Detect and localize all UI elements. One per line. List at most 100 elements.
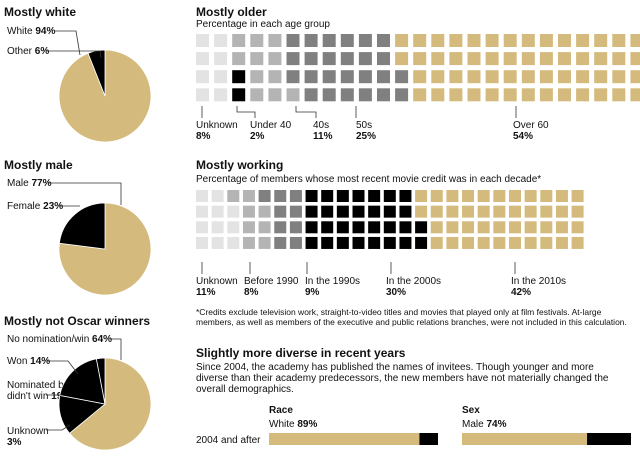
working-square-3-24 bbox=[399, 236, 412, 249]
older-square-4-48 bbox=[612, 52, 626, 66]
older-square-4-19 bbox=[485, 70, 499, 84]
working-square-4-17 bbox=[477, 190, 490, 202]
older-square-2-0 bbox=[232, 52, 246, 66]
working-square-0-8 bbox=[227, 236, 240, 249]
older-square-3-20 bbox=[377, 70, 390, 84]
older-square-4-20 bbox=[485, 52, 499, 66]
working-square-3-23 bbox=[383, 190, 396, 202]
working-square-4-23 bbox=[509, 221, 521, 234]
older-square-4-25 bbox=[503, 34, 517, 47]
older-square-4-7 bbox=[431, 70, 445, 84]
working-square-4-40 bbox=[571, 205, 584, 218]
older-square-4-6 bbox=[431, 88, 445, 102]
older-square-4-35 bbox=[558, 70, 571, 84]
working-square-2-3 bbox=[274, 205, 287, 218]
working-square-2-4 bbox=[274, 190, 287, 202]
working-square-0-3 bbox=[196, 190, 208, 202]
older-square-4-15 bbox=[467, 70, 481, 84]
older-square-4-46 bbox=[612, 88, 626, 102]
working-square-2-5 bbox=[289, 236, 302, 249]
working-square-3-1 bbox=[305, 221, 318, 234]
working-square-3-26 bbox=[399, 205, 412, 218]
working-square-0-6 bbox=[211, 205, 224, 218]
older-square-4-49 bbox=[612, 34, 626, 47]
older-square-3-17 bbox=[358, 52, 372, 66]
older-square-3-3 bbox=[304, 88, 318, 102]
sex-label: Male 74% bbox=[462, 419, 507, 430]
older-square-0-3 bbox=[196, 34, 209, 47]
older-square-4-3 bbox=[413, 70, 427, 84]
older-square-3-6 bbox=[304, 34, 318, 47]
older-square-4-44 bbox=[594, 52, 608, 66]
working-square-0-4 bbox=[211, 236, 224, 249]
pie-male-leader-male bbox=[49, 182, 122, 205]
working-square-4-4 bbox=[430, 205, 443, 218]
older-square-3-19 bbox=[377, 88, 390, 102]
older-square-4-22 bbox=[503, 88, 517, 102]
older-square-0-5 bbox=[214, 70, 228, 84]
older-square-4-2 bbox=[413, 88, 427, 102]
working-square-4-12 bbox=[462, 205, 475, 218]
working-square-3-18 bbox=[368, 205, 381, 218]
working-square-4-14 bbox=[477, 236, 490, 249]
older-square-0-2 bbox=[196, 52, 209, 66]
working-square-0-7 bbox=[211, 190, 224, 202]
pie-oscar-leader-nomination bbox=[110, 338, 122, 360]
working-square-4-27 bbox=[524, 221, 537, 234]
older-square-2-4 bbox=[250, 52, 264, 66]
working-square-0-5 bbox=[211, 221, 224, 234]
working-square-4-16 bbox=[477, 205, 490, 218]
older-square-4-21 bbox=[485, 34, 499, 47]
working-square-2-8 bbox=[289, 190, 302, 202]
older-square-4-23 bbox=[503, 70, 517, 84]
working-square-3-3 bbox=[305, 190, 318, 202]
pie-oscar-label-nomination: No nomination/win 64% bbox=[7, 334, 113, 345]
older-subtitle: Percentage in each age group bbox=[196, 19, 330, 30]
working-square-1-6 bbox=[258, 221, 271, 234]
older-square-2-9 bbox=[268, 34, 282, 47]
working-square-1-5 bbox=[258, 236, 271, 249]
working-square-3-9 bbox=[336, 221, 349, 234]
older-square-4-40 bbox=[576, 52, 590, 66]
pie-oscar-slice-3 bbox=[95, 357, 106, 405]
working-square-1-4 bbox=[242, 190, 255, 202]
working-square-4-11 bbox=[462, 221, 475, 234]
pie-male-title: Mostly male bbox=[4, 158, 73, 172]
working-square-2-6 bbox=[289, 221, 302, 234]
working-square-3-16 bbox=[368, 236, 381, 249]
older-label-50s: 50s 25% bbox=[356, 120, 377, 142]
older-square-4-4 bbox=[413, 52, 427, 66]
older-square-4-45 bbox=[594, 34, 608, 47]
older-leader-2 bbox=[295, 106, 317, 118]
working-square-4-32 bbox=[540, 205, 553, 218]
working-square-3-22 bbox=[383, 205, 396, 218]
older-square-0-6 bbox=[214, 52, 228, 66]
working-square-4-28 bbox=[524, 205, 537, 218]
working-square-4-29 bbox=[524, 190, 537, 202]
older-square-4-51 bbox=[630, 70, 640, 84]
older-label-40s: 40s 11% bbox=[313, 120, 333, 142]
working-square-4-8 bbox=[446, 205, 459, 218]
race-label: White 89% bbox=[269, 419, 318, 430]
older-square-4-10 bbox=[449, 88, 463, 102]
older-square-1-0 bbox=[232, 88, 246, 102]
working-square-3-17 bbox=[368, 221, 381, 234]
working-square-4-36 bbox=[555, 205, 568, 218]
pie-oscar-leader-won bbox=[47, 360, 79, 375]
working-square-4-0 bbox=[415, 205, 428, 218]
race-remainder-bar bbox=[419, 433, 438, 445]
working-square-3-15 bbox=[352, 190, 365, 202]
older-square-4-47 bbox=[612, 70, 626, 84]
pie-oscar-title: Mostly not Oscar winners bbox=[4, 314, 151, 328]
older-title: Mostly older bbox=[196, 5, 267, 19]
older-square-0-1 bbox=[196, 70, 209, 84]
older-square-2-3 bbox=[250, 70, 264, 84]
older-square-3-0 bbox=[286, 70, 300, 84]
race-majority-bar bbox=[269, 433, 420, 445]
older-square-4-30 bbox=[539, 88, 553, 102]
older-square-2-2 bbox=[250, 88, 264, 102]
working-square-3-19 bbox=[368, 190, 381, 202]
older-square-0-0 bbox=[196, 88, 209, 102]
older-square-4-24 bbox=[503, 52, 517, 66]
older-square-3-22 bbox=[377, 34, 390, 47]
